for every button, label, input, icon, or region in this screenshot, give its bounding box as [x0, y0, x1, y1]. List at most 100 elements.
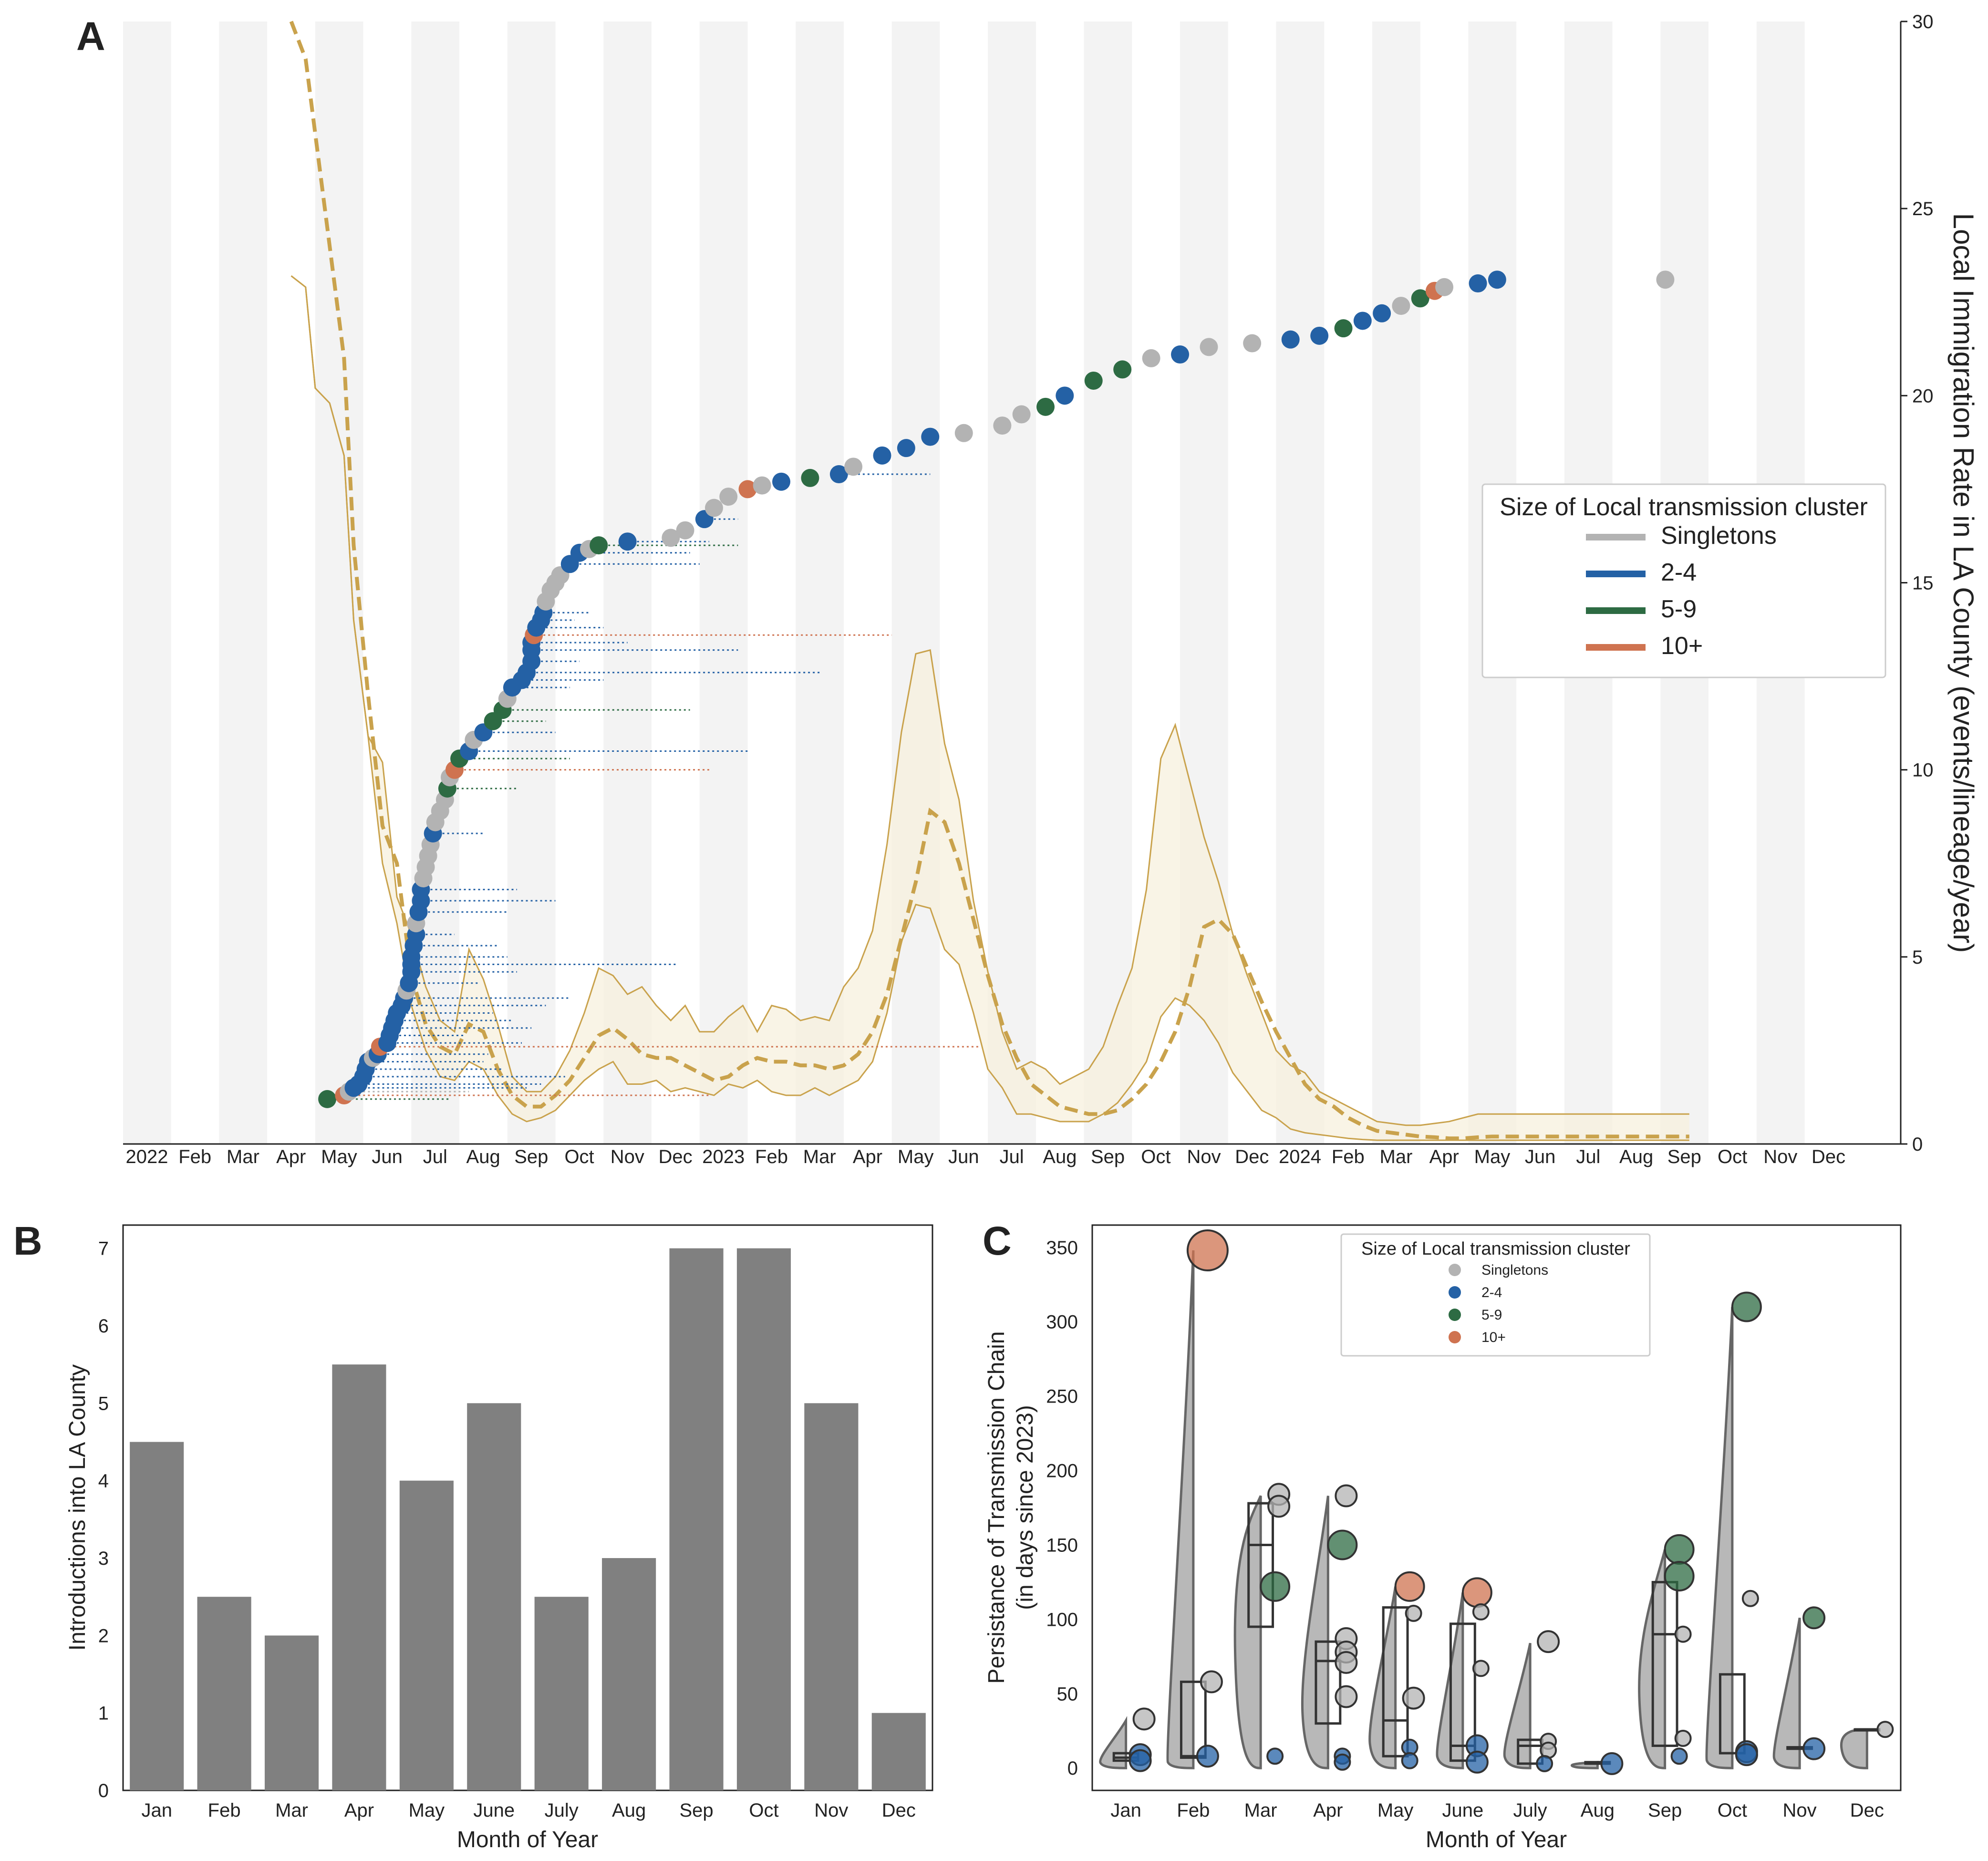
violin-apr — [1301, 1496, 1329, 1769]
legend-label-5-9: 5-9 — [1481, 1307, 1502, 1323]
y-tick-label: 20 — [1912, 385, 1934, 406]
introduction-point-singletons — [753, 476, 771, 495]
x-tick-label: Aug — [1619, 1146, 1653, 1167]
x-tick-label: Feb — [1177, 1800, 1210, 1821]
x-tick-label: Oct — [1718, 1146, 1747, 1167]
panel-c-y-axis-label-line2: (in days since 2023) — [1013, 1405, 1038, 1610]
panel-c-plot-frame — [1091, 1224, 1902, 1791]
bar-jan — [130, 1442, 184, 1790]
introduction-point-singletons — [1392, 297, 1410, 315]
persistence-point-singletons — [1876, 1721, 1894, 1738]
bar-nov — [804, 1403, 859, 1790]
y-tick-label: 0 — [1067, 1758, 1078, 1779]
box-may — [1382, 1606, 1409, 1757]
panel-c-persistence-chart: 0 50 100 150 200 250 300 350 Jan Feb Mar Apr May Jun… — [983, 1218, 1902, 1852]
persistence-point-2-4 — [1670, 1747, 1688, 1765]
month-band — [891, 21, 940, 1144]
persistence-point-singletons — [1405, 1604, 1422, 1622]
panel-a-timeline-chart: 2022 Feb Mar Apr May Jun Jul Aug Sep Oct Nov Dec 202… — [76, 11, 1979, 1167]
persistence-point-singletons — [1335, 1484, 1358, 1508]
y-tick-label: 300 — [1046, 1312, 1078, 1333]
violin-oct — [1705, 1307, 1734, 1769]
persistence-point-2-4 — [1802, 1737, 1826, 1760]
persistence-point-2-4 — [1196, 1745, 1219, 1768]
panel-a-y-axis-label: Local Immigration Rate in LA County (eve… — [1947, 213, 1979, 953]
introduction-point-5-9 — [318, 1090, 337, 1108]
rate-lower-line — [290, 275, 1689, 1141]
legend-label-10+: 10+ — [1481, 1330, 1506, 1345]
x-tick-label: Apr — [1313, 1800, 1343, 1821]
legend-marker-2-4 — [1449, 1286, 1461, 1299]
x-tick-label: May — [409, 1800, 445, 1821]
box-sep — [1651, 1580, 1678, 1747]
violin-july — [1503, 1643, 1532, 1769]
x-tick-label: Aug — [466, 1146, 500, 1167]
persistence-point-5-9 — [1260, 1571, 1291, 1602]
month-band — [699, 21, 748, 1144]
x-tick-label: Jul — [1576, 1146, 1600, 1167]
x-tick-label: Aug — [1043, 1146, 1077, 1167]
persistence-point-singletons — [1674, 1625, 1692, 1643]
month-band — [1276, 21, 1325, 1144]
legend-marker-singletons — [1449, 1264, 1461, 1276]
introduction-point-singletons — [993, 416, 1012, 435]
panel-c-x-axis-label: Month of Year — [1426, 1827, 1567, 1852]
panel-c-x-ticks: Jan Feb Mar Apr May June July Aug Sep Oct Nov Dec — [1110, 1800, 1884, 1821]
panel-c-points — [1129, 1229, 1894, 1775]
persistence-point-2-4 — [1536, 1755, 1553, 1772]
x-tick-label: Nov — [1763, 1146, 1797, 1167]
panel-b-x-axis-label: Month of Year — [457, 1827, 598, 1852]
x-tick-label: Jun — [1525, 1146, 1556, 1167]
bar-feb — [197, 1597, 251, 1790]
panel-a-legend-box — [1481, 483, 1886, 678]
x-tick-label: Oct — [749, 1800, 778, 1821]
legend-marker-5-9 — [1449, 1309, 1461, 1321]
introduction-point-singletons — [719, 488, 738, 506]
x-tick-label: Apr — [344, 1800, 374, 1821]
introduction-point-singletons — [676, 521, 694, 540]
y-tick-label: 0 — [1912, 1134, 1923, 1155]
introduction-point-5-9 — [1084, 371, 1103, 390]
month-band — [988, 21, 1036, 1144]
introduction-point-singletons — [662, 529, 680, 547]
month-band — [123, 21, 171, 1144]
violin-feb — [1166, 1250, 1195, 1769]
persistence-point-singletons — [1674, 1729, 1692, 1747]
month-band — [1372, 21, 1420, 1144]
x-tick-label: Nov — [1187, 1146, 1221, 1167]
introduction-point-singletons — [1142, 349, 1160, 367]
box-feb — [1180, 1680, 1207, 1759]
x-tick-label: Nov — [1783, 1800, 1817, 1821]
introduction-point-2-4 — [829, 465, 848, 484]
month-band — [603, 21, 652, 1144]
panel-c-legend-box — [1340, 1233, 1651, 1357]
panel-a-introduction-points — [318, 270, 1675, 1108]
x-tick-label: Feb — [755, 1146, 788, 1167]
introduction-point-singletons — [1656, 270, 1675, 289]
x-tick-label: Dec — [882, 1800, 916, 1821]
bar-sep — [669, 1248, 724, 1790]
introduction-point-2-4 — [772, 472, 790, 491]
introduction-point-singletons — [844, 457, 863, 476]
introduction-point-singletons — [1243, 334, 1262, 353]
panel-b-y-axis-label: Introductions into LA County — [65, 1364, 90, 1651]
y-tick-label: 150 — [1046, 1535, 1078, 1556]
x-tick-label: Mar — [227, 1146, 259, 1167]
persistence-point-singletons — [1402, 1686, 1425, 1710]
x-tick-label: July — [1513, 1800, 1547, 1821]
x-tick-label: Feb — [208, 1800, 241, 1821]
violin-nov — [1772, 1617, 1801, 1769]
persistence-point-2-4 — [1266, 1747, 1284, 1765]
box-oct — [1719, 1673, 1746, 1755]
month-band — [219, 21, 268, 1144]
bar-mar — [264, 1635, 319, 1790]
panel-a-legend: Size of Local transmission cluster Singl… — [1481, 483, 1886, 678]
x-tick-label: 2023 — [702, 1146, 745, 1167]
x-tick-label: May — [321, 1146, 357, 1167]
introduction-point-2-4 — [1171, 345, 1190, 364]
y-tick-label: 5 — [1912, 947, 1923, 968]
x-tick-label: Aug — [612, 1800, 646, 1821]
persistence-point-10+ — [1394, 1571, 1425, 1602]
persistence-point-5-9 — [1664, 1560, 1695, 1591]
